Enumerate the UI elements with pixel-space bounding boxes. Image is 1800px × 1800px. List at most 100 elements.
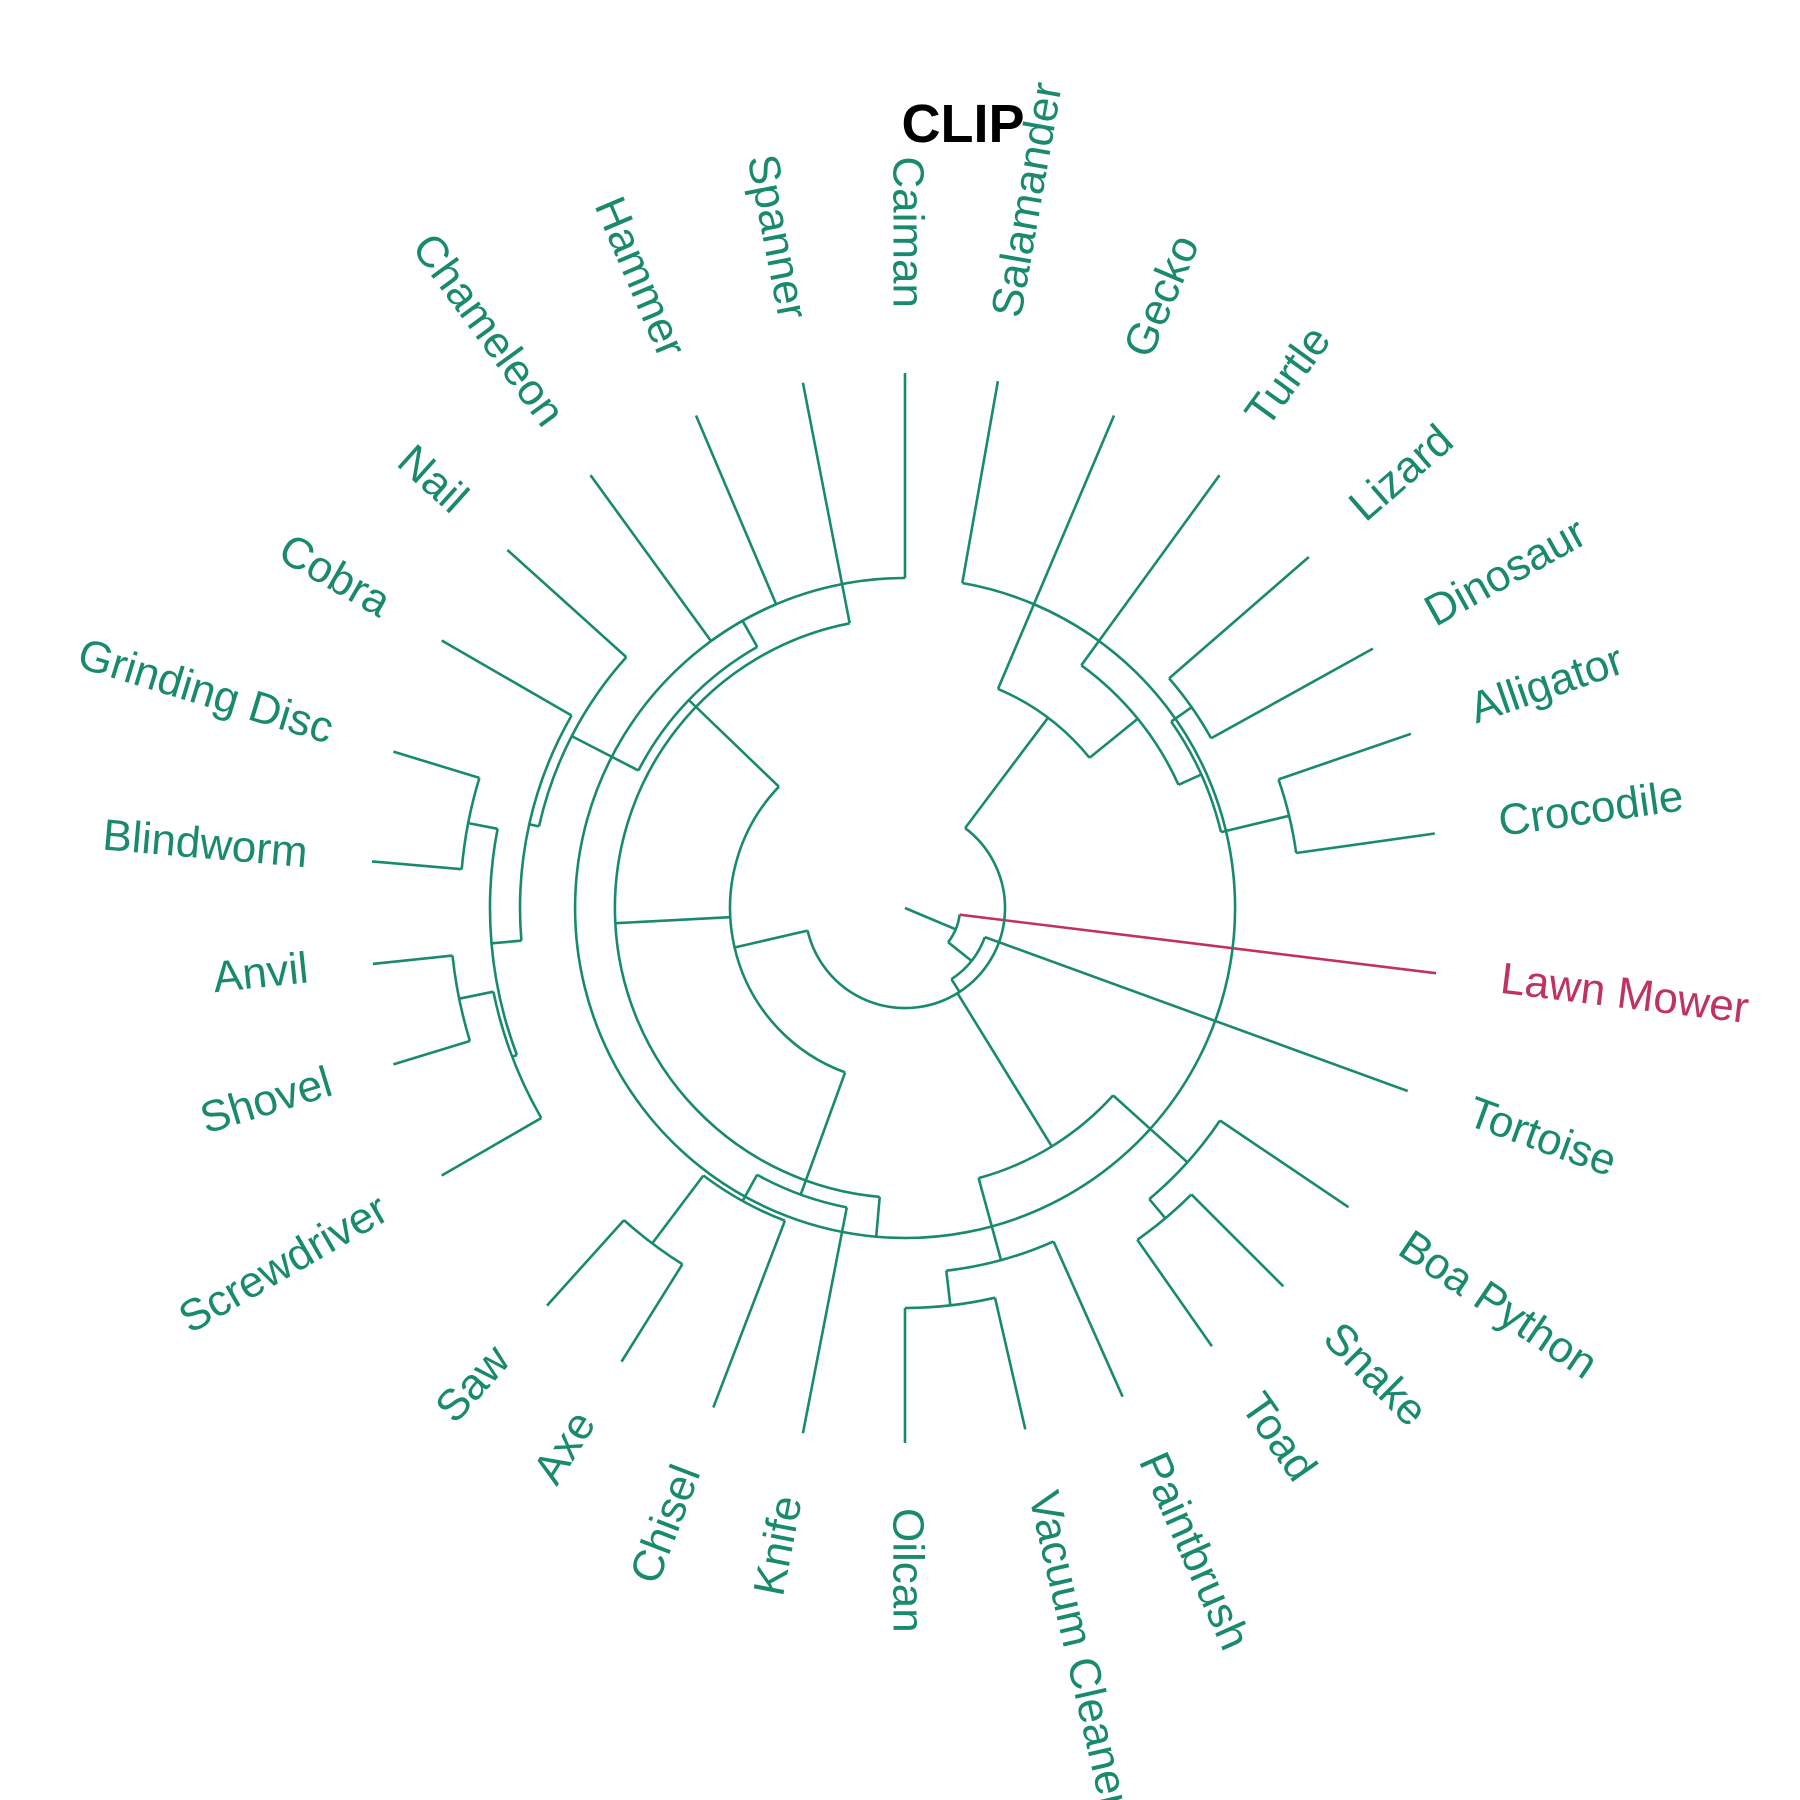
branch-link-42 (1148, 1198, 1167, 1220)
leaf-label-blindworm: Blindworm (101, 811, 310, 878)
branch-link-34 (956, 992, 1053, 1148)
leaf-label-toad: Toad (1231, 1384, 1326, 1490)
leaf-label-spanner: Spanner (738, 150, 818, 323)
chart-title: CLIP (901, 94, 1024, 154)
leaf-label-boa-python: Boa Python (1390, 1221, 1606, 1389)
leaf-branch-vacuum-cleaner (993, 1297, 1027, 1430)
branch-arc-37 (946, 1240, 1055, 1272)
leaf-label-turtle: Turtle (1236, 317, 1341, 435)
branch-link-20 (491, 939, 522, 945)
leaf-label-tortoise: Tortoise (1461, 1087, 1623, 1186)
branch-arc-15 (710, 603, 777, 643)
leaf-label-chisel: Chisel (621, 1458, 711, 1590)
branch-arc-17 (537, 656, 628, 827)
branch-link-47 (1088, 717, 1139, 759)
leaf-branch-saw (546, 1219, 625, 1307)
branch-link-18 (528, 823, 540, 828)
leaf-label-cobra: Cobra (271, 524, 400, 627)
leaf-branch-knife (801, 1207, 849, 1434)
leaf-branch-toad (1136, 1239, 1213, 1347)
branch-link-2 (947, 941, 973, 962)
branch-arc-19 (518, 714, 573, 941)
leaf-label-nail: Nail (388, 435, 477, 522)
branch-arc-31 (702, 1174, 786, 1222)
leaf-label-hammer: Hammer (585, 190, 696, 364)
branch-link-49 (1177, 773, 1202, 786)
branch-link-38 (945, 1270, 952, 1306)
branch-link-4 (950, 978, 961, 993)
leaf-label-axe: Axe (524, 1402, 606, 1492)
branch-arc-33 (623, 1219, 684, 1266)
branch-arc-13 (637, 645, 758, 772)
branch-arc-35 (978, 1094, 1115, 1180)
branch-link-8 (615, 915, 731, 925)
branch-link-32 (651, 1174, 705, 1245)
leaf-label-gecko: Gecko (1114, 228, 1209, 364)
leaf-label-anvil: Anvil (211, 943, 311, 1002)
branch-link-16 (571, 734, 639, 772)
leaf-branch-hammer (694, 414, 778, 605)
leaf-branch-snake (1190, 1193, 1285, 1288)
branch-arc-7 (728, 785, 846, 1074)
branch-link-26 (458, 990, 494, 1000)
leaf-label-chameleon: Chameleon (403, 224, 575, 435)
leaf-branch-paintbrush (1052, 1240, 1124, 1398)
branch-arc-27 (451, 955, 472, 1042)
branch-link-53 (1220, 814, 1290, 834)
leaf-branch-cobra (441, 639, 573, 717)
branch-arc-41 (1148, 1119, 1222, 1201)
leaf-branch-salamander (961, 380, 1000, 584)
branch-arc-21 (488, 828, 519, 1056)
branch-link-10 (874, 1196, 881, 1237)
branch-link-51 (1170, 706, 1193, 723)
leaf-label-shovel: Shovel (195, 1057, 338, 1143)
branch-link-0 (904, 906, 957, 931)
branch-link-14 (741, 620, 759, 648)
leaf-label-lawn-mower: Lawn Mower (1498, 954, 1752, 1033)
branch-link-44 (964, 783, 1000, 829)
leaf-label-vacuum-cleaner: Vacuum Cleaner (1019, 1486, 1140, 1800)
branch-arc-46 (997, 687, 1091, 759)
leaf-branch-spanner (801, 382, 851, 624)
branch-arc-54 (1277, 778, 1298, 854)
branch-arc-29 (756, 1173, 848, 1209)
branch-link-12 (687, 699, 780, 788)
branch-arc-23 (460, 777, 481, 870)
branch-link-40 (1112, 1094, 1189, 1164)
branch-arc-50 (1170, 720, 1223, 833)
leaf-branch-screwdriver (441, 1116, 542, 1177)
leaf-branch-turtle (1080, 474, 1221, 667)
branch-arc-48 (1080, 664, 1180, 786)
branch-arc-39 (904, 1296, 996, 1310)
branch-link-30 (741, 1174, 759, 1202)
branch-arc-9 (613, 622, 880, 1199)
leaf-branch-chisel (712, 1220, 787, 1408)
branch-arc-25 (492, 991, 543, 1119)
leaf-label-dinosaur: Dinosaur (1417, 508, 1595, 636)
leaf-labels: Salamander GeckoTurtleLizardDinosaurAllig… (72, 79, 1751, 1800)
branch-link-28 (799, 1071, 847, 1196)
leaf-label-oilcan: Oilcan (883, 1508, 932, 1633)
branch-arc-3 (950, 936, 987, 981)
leaf-label-saw: Saw (426, 1335, 520, 1432)
leaf-branch-alligator (1278, 732, 1412, 781)
branch-link-36 (977, 1177, 1003, 1261)
leaf-label-lizard: Lizard (1340, 415, 1463, 531)
leaf-branch-dinosaur (1210, 647, 1374, 740)
leaf-label-screwdriver: Screwdriver (171, 1184, 397, 1343)
leaf-branch-chameleon (589, 474, 713, 642)
leaf-branch-boa-python (1219, 1119, 1350, 1209)
leaf-branch-tortoise (984, 935, 1409, 1093)
branch-link-22 (467, 821, 498, 831)
branch-lines (371, 373, 1437, 1443)
branch-link-6 (734, 929, 808, 949)
leaf-branch-axe (620, 1263, 684, 1363)
leaf-branch-lawn-mower (959, 913, 1437, 975)
leaf-branch-lizard (1168, 556, 1310, 680)
leaf-branch-shovel (393, 1039, 471, 1066)
leaf-branch-anvil (372, 954, 453, 966)
branch-arc-52 (1168, 677, 1213, 739)
leaf-branch-grinding-disc (393, 750, 480, 780)
